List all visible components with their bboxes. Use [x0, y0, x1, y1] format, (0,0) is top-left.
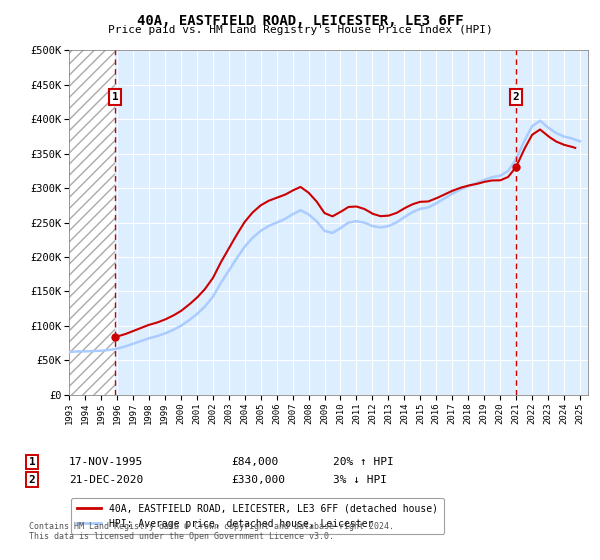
Text: 3% ↓ HPI: 3% ↓ HPI	[333, 475, 387, 485]
Text: 21-DEC-2020: 21-DEC-2020	[69, 475, 143, 485]
Text: 17-NOV-1995: 17-NOV-1995	[69, 457, 143, 467]
Text: 40A, EASTFIELD ROAD, LEICESTER, LE3 6FF: 40A, EASTFIELD ROAD, LEICESTER, LE3 6FF	[137, 14, 463, 28]
Text: 2: 2	[512, 92, 519, 102]
Text: Price paid vs. HM Land Registry's House Price Index (HPI): Price paid vs. HM Land Registry's House …	[107, 25, 493, 35]
Text: 20% ↑ HPI: 20% ↑ HPI	[333, 457, 394, 467]
Text: Contains HM Land Registry data © Crown copyright and database right 2024.
This d: Contains HM Land Registry data © Crown c…	[29, 522, 394, 542]
Text: £84,000: £84,000	[231, 457, 278, 467]
Bar	[69, 50, 115, 395]
Text: £330,000: £330,000	[231, 475, 285, 485]
Legend: 40A, EASTFIELD ROAD, LEICESTER, LE3 6FF (detached house), HPI: Average price, de: 40A, EASTFIELD ROAD, LEICESTER, LE3 6FF …	[71, 498, 444, 534]
Text: 1: 1	[112, 92, 118, 102]
Text: 2: 2	[29, 475, 35, 485]
Text: 1: 1	[29, 457, 35, 467]
